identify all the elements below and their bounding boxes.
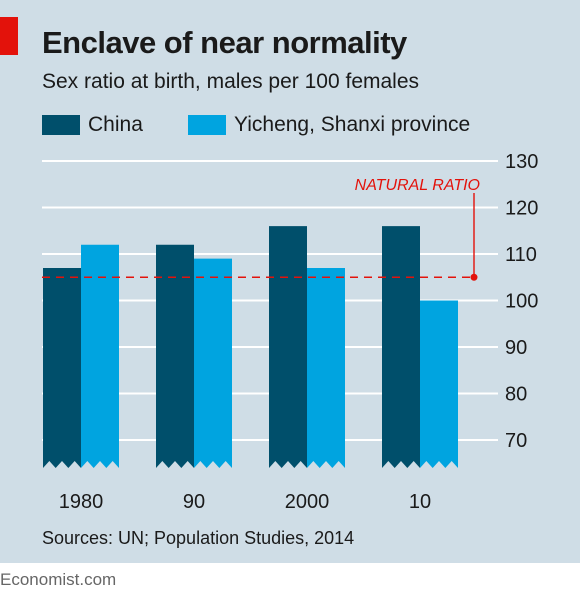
bar-china-2000	[269, 226, 307, 468]
legend-swatch-yicheng	[188, 115, 226, 135]
bar-yicheng-2000	[307, 267, 345, 468]
brand-red-tab	[0, 17, 18, 55]
bar-china-1980	[43, 267, 81, 468]
y-tick-label-70: 70	[505, 430, 527, 452]
legend-label-china: China	[88, 113, 143, 136]
natural-ratio-marker	[470, 273, 478, 281]
y-tick-label-100: 100	[505, 291, 538, 313]
x-tick-label-10: 10	[409, 491, 431, 513]
x-tick-label-2000: 2000	[285, 491, 330, 513]
chart-subtitle: Sex ratio at birth, males per 100 female…	[42, 70, 420, 93]
legend-label-yicheng: Yicheng, Shanxi province	[234, 113, 471, 136]
y-tick-label-80: 80	[505, 384, 527, 406]
bar-yicheng-10	[420, 300, 458, 468]
legend-swatch-china	[42, 115, 80, 135]
y-tick-label-130: 130	[505, 151, 538, 173]
legend-item-china: China	[42, 112, 143, 138]
bar-china-90	[156, 244, 194, 468]
brand-label: Economist.com	[0, 570, 117, 589]
y-tick-label-120: 120	[505, 198, 538, 220]
bar-china-10	[382, 226, 420, 468]
bar-yicheng-90	[194, 258, 232, 468]
bar-chart: 70 80 90 100 110 120 130 1980 90 2000 10 NATURAL RA…	[42, 151, 538, 513]
natural-ratio-label: NATURAL RATIO	[355, 177, 480, 194]
legend-item-yicheng: Yicheng, Shanxi province	[188, 112, 470, 138]
y-tick-label-110: 110	[505, 244, 537, 266]
bar-yicheng-1980	[81, 244, 119, 468]
source-note: Sources: UN; Population Studies, 2014	[42, 528, 355, 548]
x-tick-label-1980: 1980	[59, 491, 104, 513]
x-tick-label-90: 90	[183, 491, 205, 513]
y-tick-label-90: 90	[505, 337, 527, 359]
chart-title: Enclave of near normality	[42, 25, 407, 60]
